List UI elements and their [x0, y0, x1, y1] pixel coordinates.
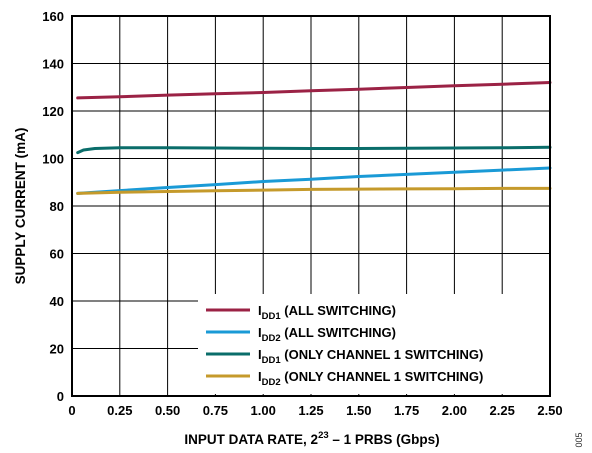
x-tick-label: 1.00 [251, 403, 276, 418]
legend-label-2: IDD2 (ALL SWITCHING) [258, 325, 396, 344]
legend-label-subscript: DD2 [262, 377, 281, 388]
y-tick-label: 140 [42, 57, 64, 72]
series-line-4 [76, 186, 552, 195]
plot-frame [71, 15, 551, 397]
x-axis-label-superscript: 23 [318, 430, 329, 441]
y-tick-labels: 0 20 40 60 80 100 120 140 160 [42, 9, 64, 404]
y-tick-label: 100 [42, 152, 64, 167]
x-tick-label: 0.75 [203, 403, 228, 418]
series-lines [76, 81, 552, 195]
legend-label-text: (ONLY CHANNEL 1 SWITCHING) [281, 369, 484, 384]
y-tick-label: 60 [50, 247, 64, 262]
legend-label-main: I [258, 369, 262, 384]
legend-label-1: IDD1 (ALL SWITCHING) [258, 303, 396, 322]
x-tick-label: 0.50 [155, 403, 180, 418]
legend-label-3: IDD1 (ONLY CHANNEL 1 SWITCHING) [258, 347, 483, 366]
series-line-2 [76, 166, 552, 195]
x-tick-label: 0.25 [107, 403, 132, 418]
legend-label-subscript: DD2 [262, 333, 281, 344]
x-axis-label: INPUT DATA RATE, 223 – 1 PRBS (Gbps) [184, 430, 439, 447]
x-tick-label: 2.25 [490, 403, 515, 418]
y-tick-label: 120 [42, 104, 64, 119]
legend-box [198, 294, 550, 394]
y-tick-label: 160 [42, 9, 64, 24]
figure-id: 005 [574, 432, 584, 447]
y-axis-label: SUPPLY CURRENT (mA) [13, 128, 28, 285]
legend-label-text: (ONLY CHANNEL 1 SWITCHING) [281, 347, 484, 362]
legend-label-text: (ALL SWITCHING) [281, 303, 396, 318]
x-tick-label: 2.00 [442, 403, 467, 418]
y-tick-label: 80 [50, 199, 64, 214]
x-tick-label: 1.50 [346, 403, 371, 418]
x-tick-label: 0 [68, 403, 75, 418]
legend-label-4: IDD2 (ONLY CHANNEL 1 SWITCHING) [258, 369, 483, 388]
y-tick-label: 0 [57, 389, 64, 404]
legend-label-text: (ALL SWITCHING) [281, 325, 396, 340]
legend-label-main: I [258, 347, 262, 362]
y-tick-label: 20 [50, 342, 64, 357]
legend-label-main: I [258, 325, 262, 340]
legend-label-subscript: DD1 [262, 311, 282, 322]
y-tick-label: 40 [50, 294, 64, 309]
x-tick-label: 1.25 [298, 403, 323, 418]
legend: IDD1 (ALL SWITCHING)IDD2 (ALL SWITCHING)… [198, 294, 550, 394]
x-axis-label-tail: – 1 PRBS (Gbps) [329, 432, 440, 447]
series-line-3 [76, 145, 552, 155]
legend-label-main: I [258, 303, 262, 318]
series-line-1 [76, 81, 552, 100]
legend-label-subscript: DD1 [262, 355, 282, 366]
x-tick-label: 1.75 [394, 403, 419, 418]
x-tick-labels: 0 0.25 0.50 0.75 1.00 1.25 1.50 1.75 2.00 2.25 2.5… [68, 403, 562, 418]
x-axis-label-main: INPUT DATA RATE, 2 [184, 432, 318, 447]
x-tick-label: 2.50 [537, 403, 562, 418]
